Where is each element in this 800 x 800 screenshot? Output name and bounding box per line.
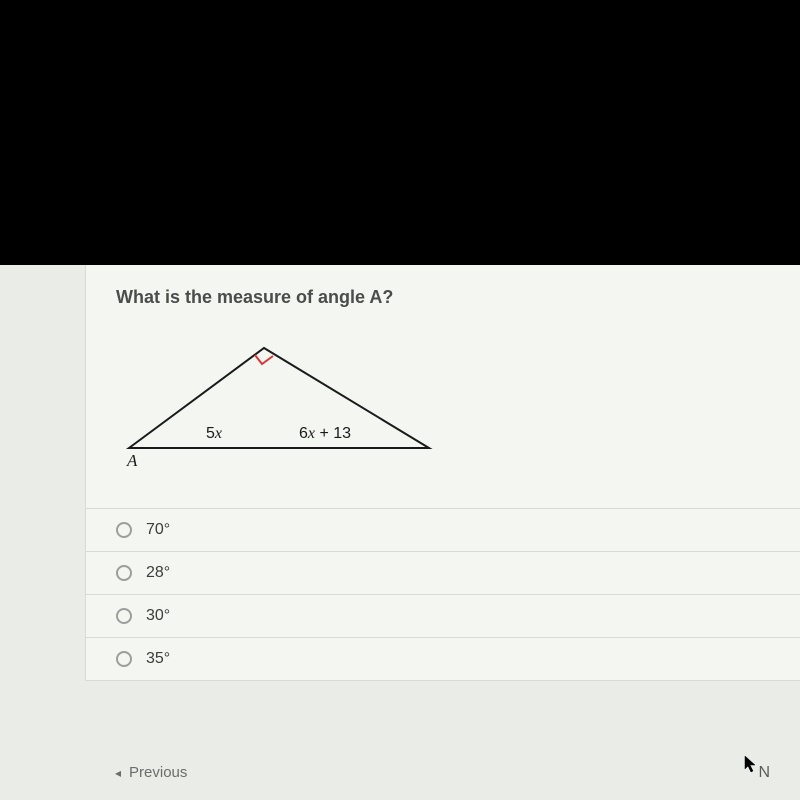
option-label: 35° [146, 650, 170, 668]
option-row[interactable]: 30° [86, 594, 800, 637]
option-label: 30° [146, 607, 170, 625]
options-list: 70° 28° 30° 35° [86, 508, 800, 681]
svg-text:A: A [126, 451, 138, 468]
radio-icon [116, 565, 132, 581]
svg-text:6x + 13: 6x + 13 [299, 425, 351, 442]
option-row[interactable]: 28° [86, 551, 800, 594]
option-label: 28° [146, 564, 170, 582]
question-card: What is the measure of angle A? A 5x 6x … [85, 265, 800, 681]
chevron-left-icon: ◂ [115, 766, 121, 780]
radio-icon [116, 522, 132, 538]
option-row[interactable]: 70° [86, 508, 800, 551]
previous-button[interactable]: ◂ Previous [115, 764, 187, 781]
next-button-fragment[interactable]: N [758, 764, 770, 782]
previous-label: Previous [129, 764, 187, 781]
triangle-diagram: A 5x 6x + 13 [124, 338, 770, 468]
content-area: What is the measure of angle A? A 5x 6x … [0, 265, 800, 800]
footer-nav: ◂ Previous N [85, 745, 800, 800]
option-label: 70° [146, 521, 170, 539]
radio-icon [116, 651, 132, 667]
svg-text:5x: 5x [206, 425, 222, 442]
question-text: What is the measure of angle A? [116, 287, 770, 308]
radio-icon [116, 608, 132, 624]
option-row[interactable]: 35° [86, 637, 800, 681]
